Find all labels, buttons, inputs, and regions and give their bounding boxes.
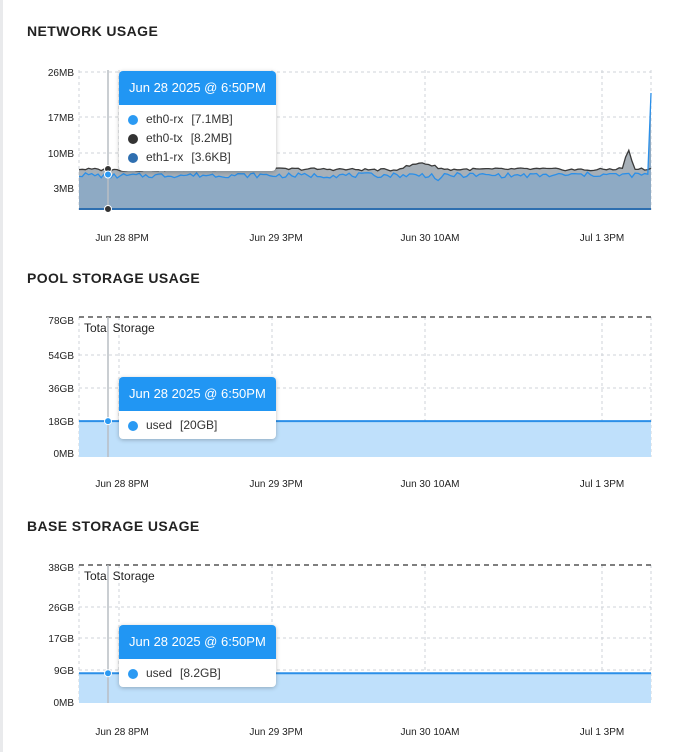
series-dot-icon [128,668,138,679]
eth0-rx-line [78,92,652,182]
series-name: used [146,418,173,432]
x-tick-label: Jun 28 8PM [95,727,148,738]
series-dot-icon [128,133,138,144]
base-storage-chart[interactable]: 38GB 26GB 17GB 9GB 0MB Jun 28 8PM Jun 29 3PM Ju… [0,500,677,752]
x-tick-label: Jun 30 10AM [401,727,460,738]
y-tick-label: 26GB [48,603,74,614]
total-storage-label: Total Storage [84,569,155,583]
y-tick-label: 0MB [53,698,74,709]
series-name: used [146,666,173,680]
y-tick-label: 54GB [48,351,74,362]
x-tick-label: Jun 29 3PM [249,479,302,490]
tooltip-row-used: used [20GB] [119,416,276,435]
y-tick-label: 18GB [48,417,74,428]
y-tick-label: 0MB [53,449,74,460]
series-dot-icon [128,152,138,163]
tooltip-row-eth0-tx: eth0-tx [8.2MB] [119,129,276,148]
series-value: [20GB] [180,418,218,432]
series-value: [8.2MB] [190,131,233,145]
used-marker [104,669,112,678]
tooltip-row-eth1-rx: eth1-rx [3.6KB] [119,148,276,167]
network-usage-chart[interactable]: 26MB 17MB 10MB 3MB Jun 28 8PM Jun 29 3PM Jun 3… [0,0,677,250]
x-tick-label: Jun 28 8PM [95,233,148,244]
x-tick-label: Jun 29 3PM [249,233,302,244]
y-tick-label: 78GB [48,316,74,327]
x-tick-label: Jul 1 3PM [580,479,624,490]
eth0-rx-area [79,93,651,210]
series-name: eth0-rx [146,112,184,126]
network-tooltip: Jun 28 2025 @ 6:50PM eth0-rx [7.1MB] eth… [119,71,276,171]
total-storage-label: Total Storage [84,321,155,335]
network-usage-title: NETWORK USAGE [27,23,159,39]
y-tick-label: 36GB [48,384,74,395]
x-tick-label: Jun 30 10AM [401,479,460,490]
eth1-rx-marker [104,205,112,213]
tooltip-header: Jun 28 2025 @ 6:50PM [119,71,276,105]
y-tick-label: 3MB [53,184,74,195]
x-tick-label: Jul 1 3PM [580,233,624,244]
y-tick-label: 26MB [48,68,74,79]
pool-storage-usage-title: POOL STORAGE USAGE [27,270,201,286]
y-tick-label: 17MB [48,113,74,124]
tooltip-header: Jun 28 2025 @ 6:50PM [119,625,276,659]
series-dot-icon [128,114,138,125]
pool-tooltip: Jun 28 2025 @ 6:50PM used [20GB] [119,377,276,439]
left-edge-divider [0,0,3,752]
series-value: [3.6KB] [191,150,231,164]
y-tick-label: 38GB [48,563,74,574]
series-name: eth0-tx [146,131,183,145]
tooltip-row-eth0-rx: eth0-rx [7.1MB] [119,110,276,129]
series-value: [8.2GB] [180,666,221,680]
pool-storage-chart[interactable]: 78GB 54GB 36GB 18GB 0MB Jun 28 8PM Jun 29 3PM J… [0,250,677,500]
used-marker [104,417,112,426]
series-name: eth1-rx [146,150,184,164]
x-tick-label: Jul 1 3PM [580,727,624,738]
x-tick-label: Jun 30 10AM [401,233,460,244]
y-tick-label: 17GB [48,634,74,645]
x-tick-label: Jun 28 8PM [95,479,148,490]
tooltip-row-used: used [8.2GB] [119,664,276,683]
series-dot-icon [128,420,138,431]
x-tick-label: Jun 29 3PM [249,727,302,738]
y-tick-label: 10MB [48,149,74,160]
tooltip-header: Jun 28 2025 @ 6:50PM [119,377,276,411]
series-value: [7.1MB] [191,112,233,126]
y-tick-label: 9GB [54,666,74,677]
base-tooltip: Jun 28 2025 @ 6:50PM used [8.2GB] [119,625,276,687]
base-storage-usage-title: BASE STORAGE USAGE [27,518,200,534]
eth0-rx-marker [104,170,112,179]
